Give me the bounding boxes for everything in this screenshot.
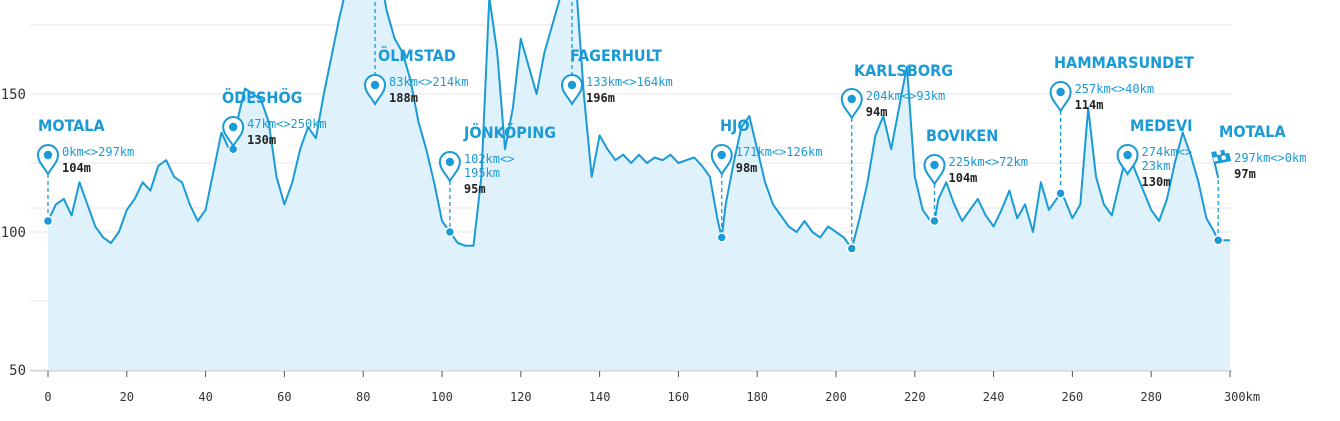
waypoint-distance: 83km<>214km: [389, 75, 468, 89]
waypoint-5: FAGERHULT 133km<>164km 196m: [561, 0, 673, 107]
waypoint-name: HJO: [720, 116, 750, 135]
waypoint-name: KARLSBORG: [854, 61, 953, 80]
x-tick-label: 140: [589, 390, 611, 404]
waypoint-distance: 23km: [1142, 159, 1171, 173]
waypoint-dot: [716, 232, 727, 243]
location-pin-icon: [1116, 144, 1139, 177]
x-tick-label: 80: [356, 390, 370, 404]
x-tick-label: 40: [198, 390, 212, 404]
waypoint-name: ÖDESHÖG: [222, 88, 302, 107]
waypoint-distance: 0km<>297km: [62, 145, 134, 159]
x-tick-label: 180: [746, 390, 768, 404]
waypoint-6: HJO 171km<>126km 98m: [710, 116, 823, 243]
waypoint-1: MOTALA 0km<>297km 104m: [36, 116, 134, 227]
waypoint-elevation: 104m: [62, 161, 91, 175]
x-tick-label: 160: [668, 390, 690, 404]
waypoint-distance: 297km<>0km: [1234, 151, 1306, 165]
location-pin-icon: [923, 154, 946, 187]
waypoint-name: ÖLMSTAD: [378, 46, 456, 65]
location-pin-icon: [1049, 81, 1072, 114]
elevation-fill: [48, 0, 1230, 370]
location-pin-icon: [438, 151, 461, 184]
waypoint-3: ÖLMSTAD 83km<>214km 188m: [364, 0, 469, 107]
waypoint-dot: [1055, 188, 1066, 199]
x-tick-label: 220: [904, 390, 926, 404]
y-tick-label: 100: [1, 225, 26, 241]
waypoint-2: ÖDESHÖG 47km<>250km 130m: [222, 88, 327, 155]
axes: 5010015020002040608010012014016018020022…: [1, 87, 1260, 404]
x-tick-label: 100: [431, 390, 453, 404]
waypoint-8: BOVIKEN 225km<>72km 104m: [923, 126, 1028, 227]
location-pin-icon: [710, 144, 733, 177]
waypoint-distance: 257km<>40km: [1075, 82, 1154, 96]
y-tick-label: 50: [9, 363, 26, 379]
waypoint-dot: [929, 215, 940, 227]
waypoint-name: MEDEVI: [1130, 116, 1192, 135]
waypoint-elevation: 94m: [866, 105, 888, 119]
waypoint-7: KARLSBORG 204km<>93km 94m: [840, 61, 953, 254]
location-pin-icon: [222, 116, 245, 149]
waypoint-distance: 102km<>: [464, 152, 515, 166]
x-tick-label: 200: [825, 390, 847, 404]
waypoint-name: HAMMARSUNDET: [1054, 53, 1194, 72]
waypoints: MOTALA 0km<>297km 104m ÖDESHÖG 47km<>250km 13…: [36, 0, 1306, 254]
waypoint-name: MOTALA: [38, 116, 105, 135]
waypoint-distance: 225km<>72km: [949, 155, 1028, 169]
waypoint-4: JÖNKÖPING 102km<>195km 95m: [438, 123, 556, 238]
location-pin-icon: [840, 88, 863, 121]
waypoint-elevation: 97m: [1234, 167, 1256, 181]
waypoint-elevation: 98m: [736, 161, 758, 175]
waypoint-elevation: 130m: [1142, 175, 1171, 189]
x-tick-label: 240: [983, 390, 1005, 404]
waypoint-distance: 171km<>126km: [736, 145, 823, 159]
location-pin-icon: [36, 144, 60, 177]
location-pin-icon: [364, 74, 387, 107]
waypoint-name: FAGERHULT: [570, 46, 662, 65]
waypoint-dot: [1212, 235, 1224, 246]
waypoint-distance: 133km<>164km: [586, 75, 673, 89]
waypoint-dot: [42, 215, 54, 227]
elevation-area: [47, 0, 1230, 370]
waypoint-distance: 195km: [464, 166, 500, 180]
waypoint-elevation: 114m: [1075, 98, 1104, 112]
waypoint-name: MOTALA: [1219, 122, 1286, 141]
x-tick-label: 120: [510, 390, 532, 404]
x-tick-label: 20: [120, 390, 134, 404]
waypoint-name: JÖNKÖPING: [463, 123, 556, 142]
waypoint-9: HAMMARSUNDET 257km<>40km 114m: [1049, 53, 1194, 199]
waypoint-dot: [444, 226, 456, 238]
waypoint-10: MEDEVI 274km<>23km 130m: [1116, 116, 1193, 189]
y-tick-label: 150: [1, 87, 26, 103]
x-tick-label: 260: [1062, 390, 1084, 404]
waypoint-dot: [846, 243, 858, 254]
waypoint-elevation: 104m: [949, 171, 978, 185]
finish-flag-icon: [1211, 148, 1232, 179]
waypoint-name: BOVIKEN: [926, 126, 998, 145]
x-tick-label: 280: [1140, 390, 1162, 404]
waypoint-distance: 47km<>250km: [247, 117, 326, 131]
elevation-line: [47, 0, 1230, 250]
waypoint-elevation: 130m: [247, 133, 276, 147]
waypoint-distance: 274km<>: [1142, 145, 1193, 159]
waypoint-elevation: 95m: [464, 182, 486, 196]
waypoint-elevation: 188m: [389, 91, 418, 105]
x-tick-label: 60: [277, 390, 291, 404]
x-tick-label: 0: [44, 390, 51, 404]
waypoint-distance: 204km<>93km: [866, 89, 945, 103]
location-pin-icon: [561, 74, 584, 107]
x-tick-label: 300km: [1224, 390, 1260, 404]
waypoint-11: MOTALA 297km<>0km 97m: [1211, 122, 1306, 246]
waypoint-elevation: 196m: [586, 91, 615, 105]
